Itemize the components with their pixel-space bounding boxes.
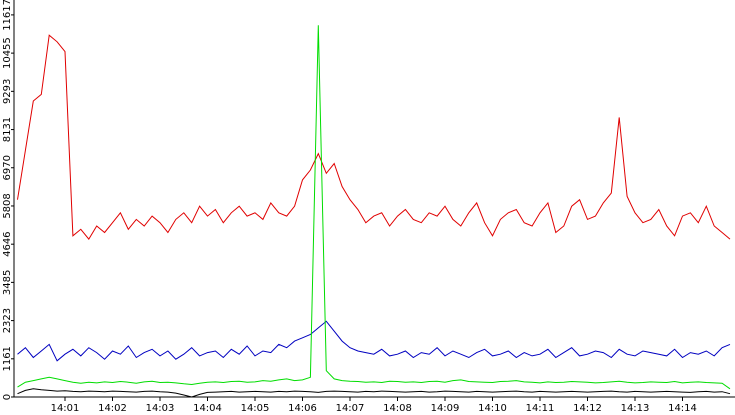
x-tick-label: 14:05 [241, 403, 270, 414]
y-tick-label: 0 [2, 394, 13, 400]
x-tick-label: 14:03 [146, 403, 175, 414]
x-tick-label: 14:14 [668, 403, 697, 414]
y-tick-label: 11617 [2, 0, 13, 31]
x-tick-label: 14:11 [526, 403, 555, 414]
y-tick-label: 5808 [2, 193, 13, 218]
y-tick-label: 8131 [2, 117, 13, 142]
y-tick-label: 3485 [2, 270, 13, 295]
x-tick-label: 14:08 [383, 403, 412, 414]
y-tick-label: 4646 [2, 231, 13, 256]
x-tick-label: 14:13 [621, 403, 650, 414]
x-tick-label: 14:06 [288, 403, 317, 414]
x-tick-label: 14:07 [336, 403, 365, 414]
x-tick-label: 14:12 [573, 403, 602, 414]
y-tick-label: 6970 [2, 155, 13, 180]
series-line [17, 25, 731, 390]
x-tick-label: 14:02 [98, 403, 127, 414]
y-tick-label: 10455 [2, 37, 13, 69]
x-tick-label: 14:10 [478, 403, 507, 414]
series-line [17, 388, 731, 398]
x-tick-label: 14:01 [51, 403, 80, 414]
series-line [17, 34, 731, 240]
series-line [17, 320, 731, 362]
x-tick-label: 14:04 [193, 403, 222, 414]
y-tick-label: 1161 [2, 346, 13, 371]
y-tick-label: 2323 [2, 308, 13, 333]
x-tick-label: 14:09 [431, 403, 460, 414]
y-tick-label: 9293 [2, 79, 13, 104]
